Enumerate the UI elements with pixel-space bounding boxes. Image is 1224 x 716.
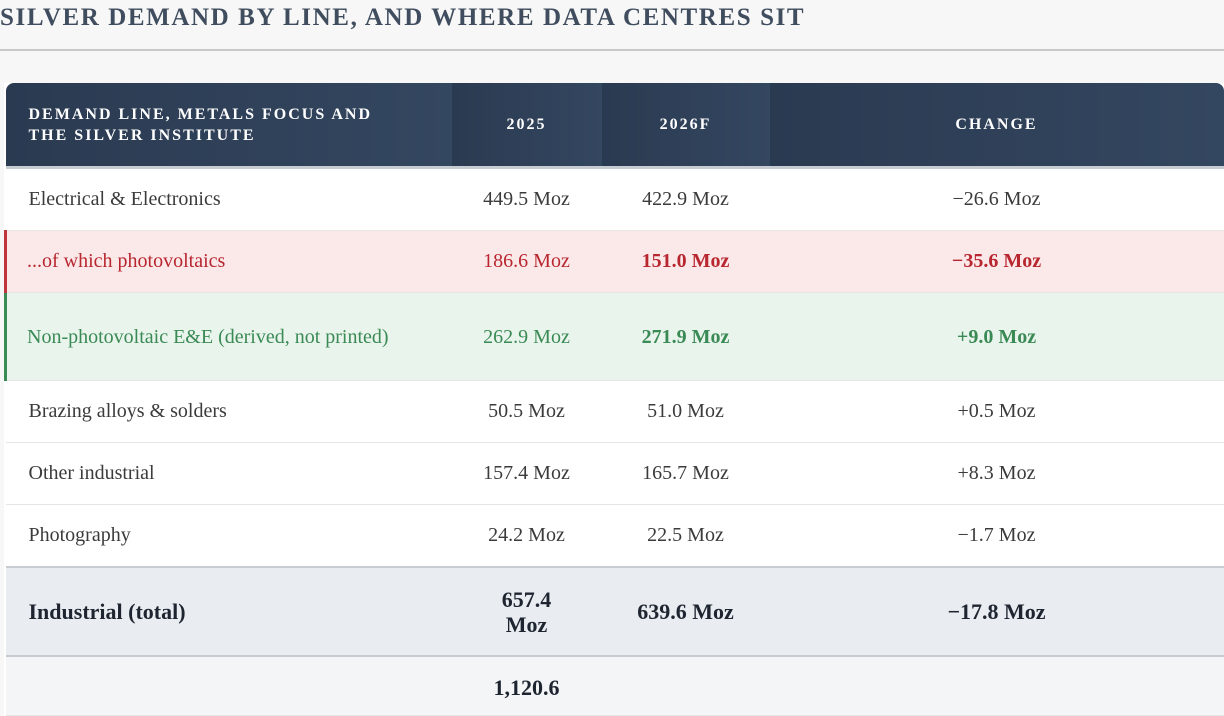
value-cell: 51.0 Moz [601, 380, 770, 443]
demand-table: DEMAND LINE, METALS FOCUS AND THE SILVER… [4, 83, 1224, 716]
table-row: Other industrial 157.4 Moz 165.7 Moz +8.3 M… [5, 442, 1224, 505]
value-cell: 151.0 Moz [601, 230, 770, 293]
table-row: ...of which photovoltaics 186.6 Moz 151.0 … [4, 230, 1224, 293]
label-cell: Brazing alloys & solders [5, 380, 452, 443]
value-cell: 262.9 Moz [451, 292, 602, 381]
value-cell: 639.6 Moz [601, 566, 770, 657]
label-cell: Electrical & Electronics [5, 167, 452, 231]
page: SILVER DEMAND BY LINE, AND WHERE DATA CE… [0, 4, 1224, 716]
label-cell: Photography [5, 504, 452, 568]
column-header: 2025 [451, 83, 602, 169]
value-cell: +9.0 Moz [769, 292, 1224, 381]
value-cell: 186.6 Moz [451, 230, 602, 293]
label-cell: ...of which photovoltaics [4, 230, 452, 293]
column-header: 2026F [601, 83, 770, 169]
column-header: CHANGE [769, 83, 1224, 169]
table-row: Brazing alloys & solders 50.5 Moz 51.0 Moz… [5, 380, 1224, 443]
label-cell: Non-photovoltaic E&E (derived, not print… [4, 292, 452, 381]
column-header: DEMAND LINE, METALS FOCUS AND THE SILVER… [5, 83, 452, 169]
value-cell: +0.5 Moz [769, 380, 1224, 443]
table-body: Electrical & Electronics 449.5 Moz 422.9 M… [4, 167, 1224, 716]
value-cell: 1,120.6 [451, 656, 602, 716]
value-cell: 157.4 Moz [451, 442, 602, 505]
label-cell: Industrial (total) [5, 566, 452, 657]
label-cell: Other industrial [5, 442, 452, 505]
value-cell: −26.6 Moz [769, 167, 1224, 231]
value-cell: +8.3 Moz [769, 442, 1224, 505]
table-row: Industrial (total) 657.4 Moz 639.6 Moz −17.… [5, 566, 1224, 657]
value-cell [601, 656, 770, 716]
header-row: DEMAND LINE, METALS FOCUS AND THE SILVER… [5, 83, 1224, 169]
label-cell [5, 656, 452, 716]
value-cell: 657.4 Moz [451, 566, 602, 657]
value-cell: −1.7 Moz [769, 504, 1224, 568]
table-row: Photography 24.2 Moz 22.5 Moz −1.7 Moz [5, 504, 1224, 568]
value-cell: 165.7 Moz [601, 442, 770, 505]
value-cell: 24.2 Moz [451, 504, 602, 568]
title-rule [0, 49, 1224, 51]
table-row: Non-photovoltaic E&E (derived, not print… [4, 292, 1224, 381]
value-cell: 50.5 Moz [451, 380, 602, 443]
cutoff-row: 1,120.6 [5, 656, 1224, 716]
value-cell: 271.9 Moz [601, 292, 770, 381]
table-row: Electrical & Electronics 449.5 Moz 422.9 M… [5, 167, 1224, 231]
value-cell: 22.5 Moz [601, 504, 770, 568]
value-cell: 449.5 Moz [451, 167, 602, 231]
value-cell: −17.8 Moz [769, 566, 1224, 657]
value-cell [769, 656, 1224, 716]
value-cell: −35.6 Moz [769, 230, 1224, 293]
value-cell: 422.9 Moz [601, 167, 770, 231]
page-title: SILVER DEMAND BY LINE, AND WHERE DATA CE… [0, 4, 806, 31]
